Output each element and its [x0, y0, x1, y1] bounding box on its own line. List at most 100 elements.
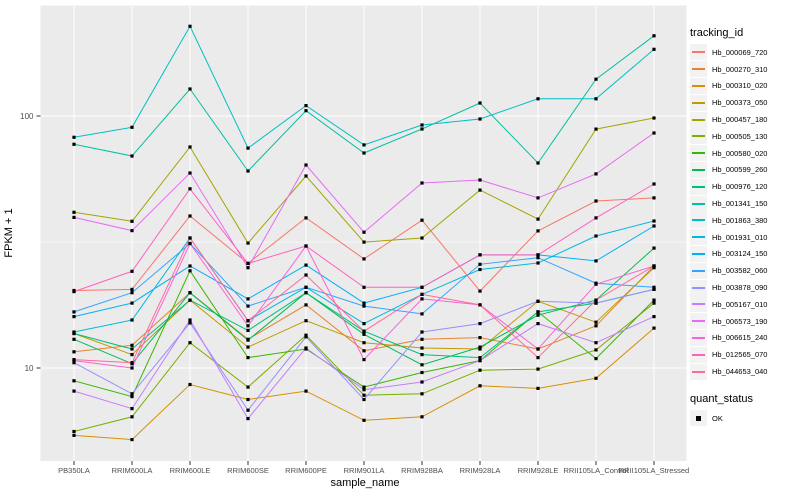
data-point [652, 285, 656, 289]
legend-line-icon [692, 236, 705, 239]
data-point [478, 178, 482, 182]
data-point [72, 429, 76, 434]
data-point [188, 269, 192, 273]
legend-key-swatch [690, 145, 707, 162]
legend-line-icon [692, 286, 705, 289]
data-point [594, 298, 598, 302]
legend-line-icon [692, 185, 705, 188]
data-point [652, 246, 656, 250]
data-point [594, 199, 598, 203]
legend-item-Hb_044653_040: Hb_044653_040 [690, 363, 800, 380]
legend-line-icon [692, 118, 705, 121]
legend-key-swatch [690, 245, 707, 262]
legend-item-Hb_000599_260: Hb_000599_260 [690, 161, 800, 179]
data-point [420, 236, 424, 240]
data-point [362, 143, 366, 147]
data-point [246, 146, 250, 150]
x-tick-label: RRII105LA_Control [563, 466, 628, 475]
legend-label: Hb_000505_130 [712, 131, 768, 141]
legend-line-icon [692, 303, 705, 306]
data-point [246, 324, 250, 328]
legend-item-Hb_003124_150: Hb_003124_150 [690, 245, 800, 263]
data-point [420, 285, 424, 289]
data-point [72, 135, 76, 139]
legend-label: Hb_006573_190 [712, 316, 768, 326]
data-point [420, 346, 424, 350]
data-point [478, 262, 482, 266]
data-point [478, 384, 482, 388]
legend-item-Hb_012565_070: Hb_012565_070 [690, 346, 800, 363]
legend-label: Hb_005167_010 [712, 299, 768, 309]
data-point [478, 336, 482, 340]
data-point [72, 330, 76, 334]
data-point [188, 298, 192, 302]
data-point [130, 366, 134, 370]
data-point [362, 341, 366, 345]
data-point [246, 356, 250, 360]
data-point [72, 350, 76, 354]
data-point [536, 196, 540, 200]
data-point [652, 34, 656, 38]
legend-item-Hb_006573_190: Hb_006573_190 [690, 313, 800, 330]
data-point [420, 330, 424, 334]
legend-label: Hb_001863_380 [712, 215, 768, 225]
legend-key-swatch [690, 329, 707, 346]
legend-key-swatch [690, 94, 707, 111]
legend-title-tracking-id: tracking_id [690, 27, 744, 39]
legend-label: Hb_006615_240 [712, 333, 768, 343]
data-point [594, 376, 598, 380]
legend-key-swatch [690, 77, 707, 94]
data-point [130, 415, 134, 419]
data-point [420, 297, 424, 301]
data-point [362, 332, 366, 336]
data-point [652, 264, 656, 268]
data-point [72, 361, 76, 365]
data-point [188, 318, 192, 322]
x-tick-label: RRIM928BA [401, 466, 443, 475]
data-point [246, 385, 250, 389]
data-point [304, 216, 308, 220]
data-point [594, 97, 598, 101]
data-point [130, 395, 134, 399]
data-point [652, 266, 656, 270]
data-point [304, 346, 308, 350]
data-point [420, 127, 424, 131]
legend-key-swatch [690, 128, 707, 145]
legend-item-Hb_003582_060: Hb_003582_060 [690, 262, 800, 279]
data-point [72, 215, 76, 219]
legend-key-swatch [690, 161, 707, 178]
data-point [536, 229, 540, 233]
data-point [130, 154, 134, 158]
legend-item-Hb_001341_150: Hb_001341_150 [690, 195, 800, 212]
legend-item-Hb_000310_020: Hb_000310_020 [690, 77, 800, 95]
legend-line-icon [692, 202, 705, 205]
data-point [304, 109, 308, 113]
data-point [72, 358, 76, 362]
legend-label: Hb_003582_060 [712, 266, 768, 276]
legend-line-icon [692, 269, 705, 272]
legend-item-quant-OK: OK [690, 410, 800, 427]
y-tick-label: 10 [25, 364, 34, 373]
data-point [188, 145, 192, 149]
data-point [420, 353, 424, 357]
y-tick-label: 100 [20, 112, 34, 121]
data-point [130, 229, 134, 233]
data-point [362, 329, 366, 333]
data-point [246, 328, 250, 332]
legend-line-icon [692, 252, 705, 255]
data-point [188, 87, 192, 91]
data-point [478, 303, 482, 307]
data-point [420, 181, 424, 185]
data-point [246, 266, 250, 270]
data-point [478, 368, 482, 372]
data-point [536, 313, 540, 317]
legend-item-Hb_003878_090: Hb_003878_090 [690, 279, 800, 296]
data-point [304, 303, 308, 307]
data-point [594, 127, 598, 131]
data-point [478, 289, 482, 293]
data-point [130, 291, 134, 295]
data-point [362, 418, 366, 422]
legend-line-icon [692, 51, 705, 54]
data-point [362, 151, 366, 155]
legend-label: Hb_001931_010 [712, 232, 768, 242]
